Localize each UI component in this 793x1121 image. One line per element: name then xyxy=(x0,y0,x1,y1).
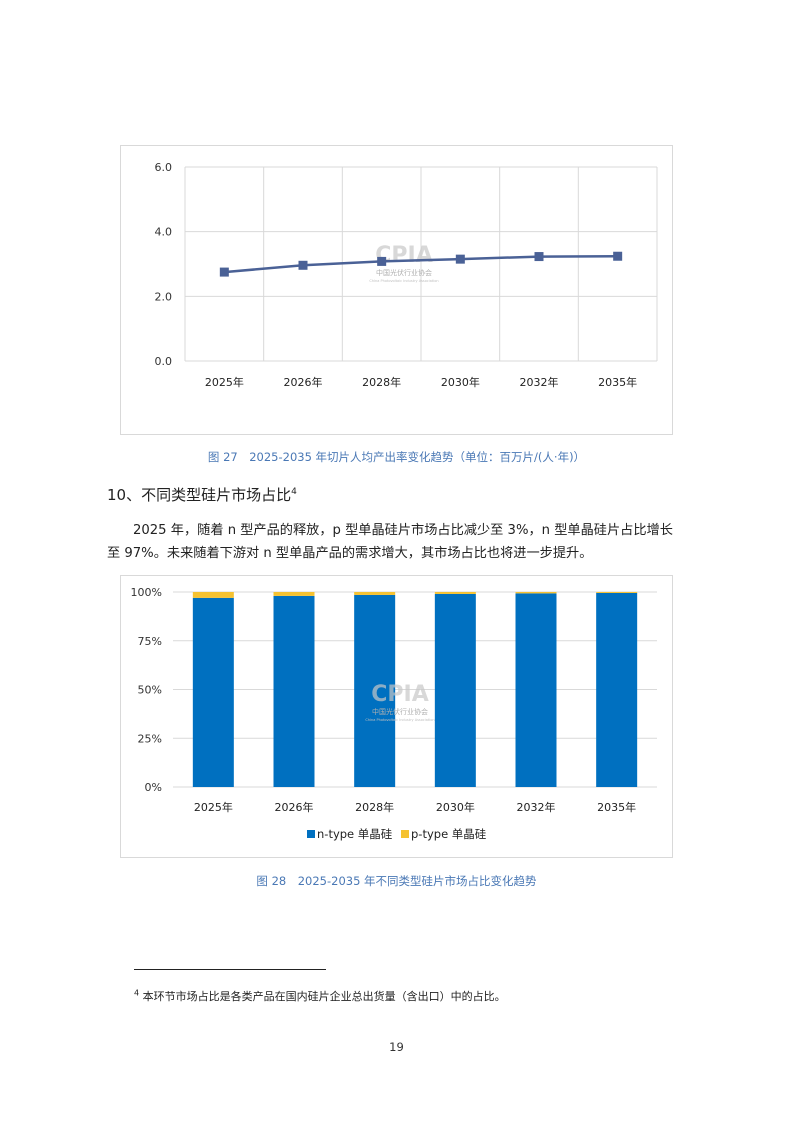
x-tick-label: 2025年 xyxy=(194,800,233,814)
series-line xyxy=(224,254,618,274)
x-tick-label: 2032年 xyxy=(517,800,556,814)
bar-chart: 0% 25% 50% 75% 100% 2025年 2026年 2028年 2030年 2032年… xyxy=(131,586,657,841)
bar-p-type xyxy=(434,592,476,594)
x-tick-label: 2030年 xyxy=(436,800,475,814)
data-point xyxy=(613,251,623,261)
x-tick-label: 2026年 xyxy=(275,800,314,814)
legend-swatch xyxy=(307,830,315,838)
x-tick-label: 2028年 xyxy=(355,800,394,814)
data-point xyxy=(219,267,229,277)
y-tick-label: 50% xyxy=(138,684,162,697)
watermark-sub: China Photovoltaic Industry Association xyxy=(365,718,434,722)
footnote-mark: 4 xyxy=(134,988,140,998)
paragraph-line-2: 至 97%。未来随着下游对 n 型单晶产品的需求增大，其市场占比也将进一步提升。 xyxy=(107,546,593,561)
section-title: 10、不同类型硅片市场占比4 xyxy=(107,484,297,505)
y-tick-label: 0% xyxy=(145,781,162,794)
data-point xyxy=(455,254,465,264)
footnote: 4 本环节市场占比是各类产品在国内硅片企业总出货量（含出口）中的占比。 xyxy=(134,988,506,1004)
footnote-text: 本环节市场占比是各类产品在国内硅片企业总出货量（含出口）中的占比。 xyxy=(142,990,506,1003)
bar-n-type xyxy=(273,595,315,787)
x-tick-label: 2035年 xyxy=(598,375,637,389)
section-title-text: 10、不同类型硅片市场占比 xyxy=(107,486,292,504)
y-tick-label: 0.0 xyxy=(155,355,173,368)
page-number: 19 xyxy=(389,1040,404,1054)
footnote-ref: 4 xyxy=(291,487,297,497)
watermark-org: 中国光伏行业协会 xyxy=(372,707,428,716)
figure28-caption: 图 28 2025-2035 年不同类型硅片市场占比变化趋势 xyxy=(256,874,537,888)
legend-label: p-type 单晶硅 xyxy=(411,827,487,841)
watermark-org: 中国光伏行业协会 xyxy=(376,268,432,277)
line-chart-box: 0.0 2.0 4.0 6.0 CPIA 中国光伏行业协会 China Photovolta… xyxy=(120,145,673,435)
y-tick-label: 100% xyxy=(131,586,162,599)
bar-p-type xyxy=(354,592,396,595)
watermark-sub: China Photovoltaic Industry Association xyxy=(369,279,438,283)
y-tick-label: 6.0 xyxy=(155,161,173,174)
data-point xyxy=(298,260,308,270)
legend-label: n-type 单晶硅 xyxy=(317,827,393,841)
bar-n-type xyxy=(354,594,396,787)
bar-p-type xyxy=(515,592,557,594)
bar-p-type xyxy=(273,592,315,596)
x-tick-label: 2025年 xyxy=(205,375,244,389)
y-tick-label: 2.0 xyxy=(155,290,173,303)
bar-chart-box: 0% 25% 50% 75% 100% 2025年 2026年 2028年 2030年 2032年… xyxy=(120,575,673,858)
y-tick-label: 25% xyxy=(138,732,162,745)
bar-n-type xyxy=(434,593,476,787)
x-tick-label: 2032年 xyxy=(520,375,559,389)
bar-n-type xyxy=(515,593,557,787)
y-tick-label: 4.0 xyxy=(155,226,173,239)
x-tick-label: 2028年 xyxy=(362,375,401,389)
legend-swatch xyxy=(401,830,409,838)
bar-p-type xyxy=(192,592,234,598)
data-point xyxy=(377,256,387,266)
x-tick-label: 2026年 xyxy=(284,375,323,389)
footnote-divider xyxy=(134,969,326,970)
x-tick-label: 2030年 xyxy=(441,375,480,389)
paragraph-line-1: 2025 年，随着 n 型产品的释放，p 型单晶硅片市场占比减少至 3%，n 型… xyxy=(133,523,673,538)
x-tick-label: 2035年 xyxy=(597,800,636,814)
data-point xyxy=(534,252,544,262)
bar-n-type xyxy=(596,592,638,787)
watermark-logo: CPIA xyxy=(371,682,428,707)
bar-p-type xyxy=(596,592,638,593)
y-tick-label: 75% xyxy=(138,635,162,648)
figure27-caption: 图 27 2025-2035 年切片人均产出率变化趋势（单位：百万片/(人·年)… xyxy=(207,450,586,464)
bar-n-type xyxy=(192,597,234,787)
